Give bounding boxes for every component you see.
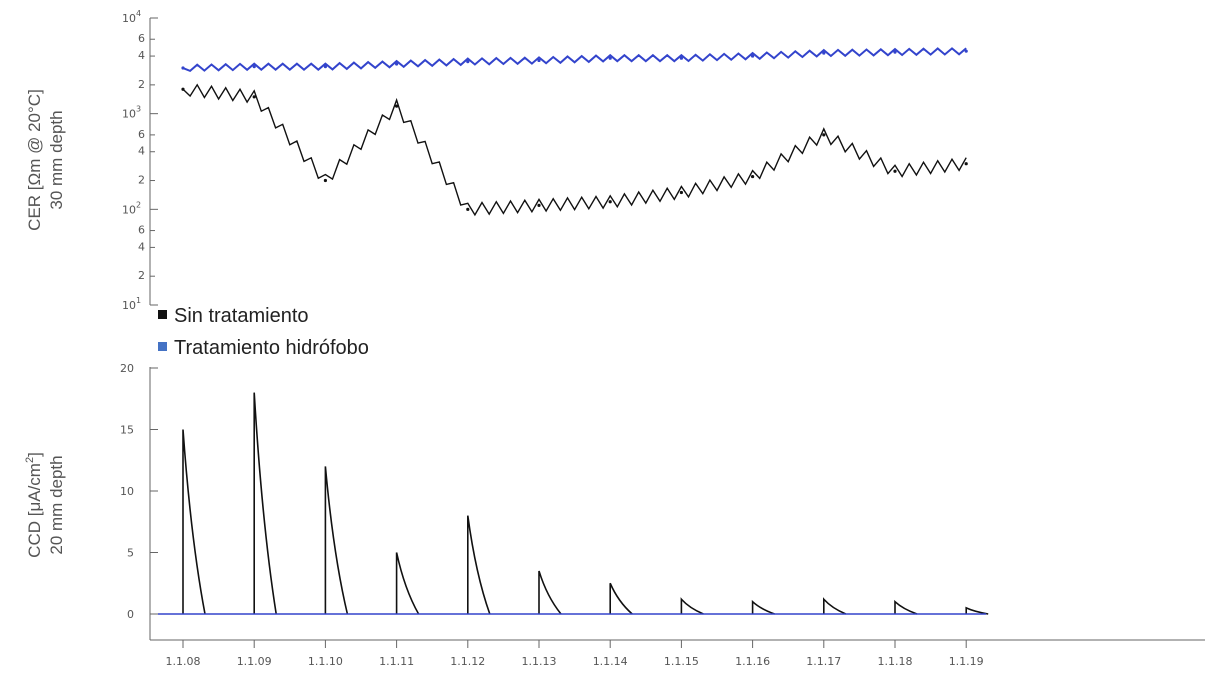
cer-point-0-6 (608, 200, 612, 204)
ccd-y-tick-label: 15 (120, 424, 134, 437)
cer-point-0-4 (466, 207, 470, 211)
cer-point-0-8 (751, 174, 755, 179)
cer-point-0-7 (679, 190, 684, 195)
cer-point-0-9 (822, 133, 826, 137)
ccd-peak-11 (965, 606, 989, 615)
legend-label-sin-tratamiento: Sin tratamiento (174, 305, 309, 327)
cer-series-line-1 (182, 47, 967, 73)
cer-minor-tick-label: 6 (138, 32, 145, 45)
x-tick-label: 1.1.15 (664, 655, 699, 668)
cer-point-0-2 (323, 178, 327, 183)
x-tick-label: 1.1.10 (308, 655, 343, 668)
ccd-y-label-sup: 2 (24, 457, 36, 463)
cer-point-1-7 (679, 56, 684, 60)
ccd-y-tick-label: 0 (127, 608, 134, 621)
ccd-y-tick-label: 10 (120, 485, 134, 498)
cer-minor-tick-label: 4 (138, 240, 145, 253)
cer-point-0-1 (252, 95, 256, 99)
x-tick-label: 1.1.19 (949, 655, 984, 668)
ccd-y-tick-label: 20 (120, 362, 134, 375)
cer-major-tick-label: 101 (122, 296, 141, 312)
ccd-y-label-line2: 20 mm depth (47, 455, 66, 554)
cer-point-1-1 (252, 65, 256, 69)
cer-series (181, 47, 968, 217)
x-tick-label: 1.1.09 (237, 655, 272, 668)
ccd-peak-0 (182, 429, 206, 615)
x-tick-label: 1.1.14 (593, 655, 628, 668)
cer-y-label-line2: 30 mm depth (47, 110, 66, 209)
cer-point-1-3 (395, 62, 399, 66)
ccd-peak-8 (751, 599, 775, 615)
legend: Sin tratamiento Tratamiento hidrófobo (158, 305, 369, 359)
cer-point-1-2 (323, 65, 327, 69)
cer-point-1-5 (537, 58, 541, 63)
cer-point-1-10 (893, 50, 897, 54)
ccd-y-ticks: 0 5 10 15 20 (120, 362, 158, 621)
ccd-peak-10 (894, 599, 918, 615)
cer-point-1-8 (751, 54, 755, 58)
legend-swatch-sin-tratamiento (158, 310, 167, 319)
cer-minor-tick-label: 2 (138, 78, 145, 91)
cer-minor-tick-label: 2 (138, 269, 145, 282)
legend-label-tratamiento-hidrofobo: Tratamiento hidrófobo (174, 337, 369, 359)
ccd-series (158, 392, 989, 615)
cer-point-1-11 (964, 49, 968, 53)
x-tick-label: 1.1.11 (379, 655, 414, 668)
cer-y-label-line1: CER [Ωm @ 20°C] (25, 89, 44, 231)
ccd-peak-7 (680, 597, 704, 615)
legend-swatch-tratamiento-hidrofobo (158, 342, 167, 351)
cer-major-tick-label: 104 (122, 9, 141, 25)
x-ticks: 1.1.08 1.1.09 1.1.10 1.1.11 1.1.12 1.1.13 1.1.… (166, 640, 984, 668)
cer-minor-tick-label: 4 (138, 145, 145, 158)
x-tick-label: 1.1.18 (878, 655, 913, 668)
x-tick-label: 1.1.13 (522, 655, 557, 668)
cer-minor-tick-label: 6 (138, 128, 145, 141)
cer-series-line-0 (182, 83, 967, 217)
cer-point-1-9 (822, 51, 826, 55)
x-tick-label: 1.1.08 (166, 655, 201, 668)
cer-panel: 101 102 103 104 2 4 6 2 4 6 2 4 6 CER [Ωm @ 20°C] 30… (25, 9, 968, 312)
cer-point-0-11 (964, 162, 968, 166)
x-tick-label: 1.1.12 (450, 655, 485, 668)
cer-point-0-3 (395, 104, 399, 108)
cer-point-0-10 (893, 169, 897, 173)
cer-point-0-5 (537, 203, 541, 207)
ccd-peak-9 (823, 597, 847, 615)
cer-minor-tick-label: 4 (138, 49, 145, 62)
ccd-y-label-line1: CCD [μA/cm2] (24, 452, 44, 558)
cer-point-1-0 (181, 66, 185, 70)
cer-point-1-4 (466, 60, 470, 64)
cer-minor-tick-label: 2 (138, 174, 145, 187)
cer-point-1-6 (608, 56, 612, 60)
ccd-peak-4 (467, 515, 491, 615)
ccd-peak-2 (324, 466, 349, 615)
cer-major-tick-label: 103 (122, 105, 141, 121)
cer-minor-tick-label: 6 (138, 224, 145, 237)
x-tick-label: 1.1.16 (735, 655, 770, 668)
ccd-peak-6 (609, 582, 633, 615)
ccd-peak-1 (253, 392, 277, 615)
cer-point-0-0 (181, 87, 185, 91)
ccd-peak-3 (395, 552, 420, 615)
x-tick-label: 1.1.17 (806, 655, 841, 668)
ccd-peak-5 (538, 570, 562, 615)
cer-y-ticks: 101 102 103 104 2 4 6 2 4 6 2 4 6 (122, 9, 158, 312)
cer-major-tick-label: 102 (122, 200, 141, 216)
ccd-y-tick-label: 5 (127, 547, 134, 560)
